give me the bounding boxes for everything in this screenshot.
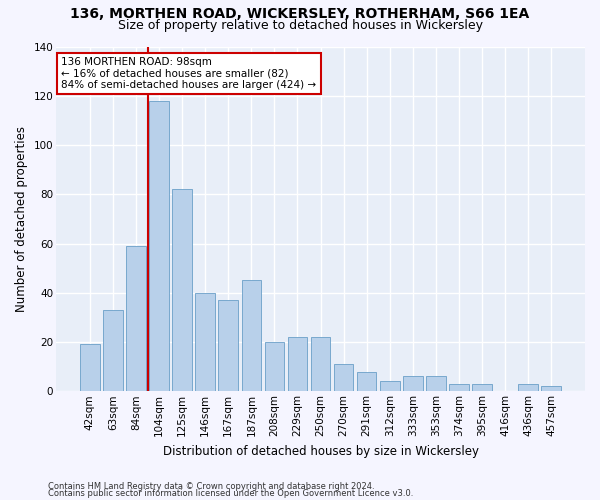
Text: Size of property relative to detached houses in Wickersley: Size of property relative to detached ho… bbox=[118, 19, 482, 32]
Bar bbox=[334, 364, 353, 392]
Bar bbox=[472, 384, 492, 392]
Bar bbox=[242, 280, 261, 392]
Y-axis label: Number of detached properties: Number of detached properties bbox=[15, 126, 28, 312]
Bar bbox=[541, 386, 561, 392]
Bar bbox=[126, 246, 146, 392]
Bar bbox=[426, 376, 446, 392]
Bar bbox=[518, 384, 538, 392]
Bar bbox=[103, 310, 123, 392]
Bar bbox=[403, 376, 422, 392]
Bar bbox=[380, 382, 400, 392]
Bar bbox=[265, 342, 284, 392]
Bar bbox=[80, 344, 100, 392]
Bar bbox=[311, 337, 331, 392]
Text: 136 MORTHEN ROAD: 98sqm
← 16% of detached houses are smaller (82)
84% of semi-de: 136 MORTHEN ROAD: 98sqm ← 16% of detache… bbox=[61, 57, 316, 90]
Bar bbox=[218, 300, 238, 392]
Bar bbox=[149, 100, 169, 392]
Text: 136, MORTHEN ROAD, WICKERSLEY, ROTHERHAM, S66 1EA: 136, MORTHEN ROAD, WICKERSLEY, ROTHERHAM… bbox=[70, 8, 530, 22]
X-axis label: Distribution of detached houses by size in Wickersley: Distribution of detached houses by size … bbox=[163, 444, 479, 458]
Bar bbox=[357, 372, 376, 392]
Bar bbox=[449, 384, 469, 392]
Bar bbox=[196, 293, 215, 392]
Text: Contains public sector information licensed under the Open Government Licence v3: Contains public sector information licen… bbox=[48, 490, 413, 498]
Bar bbox=[287, 337, 307, 392]
Text: Contains HM Land Registry data © Crown copyright and database right 2024.: Contains HM Land Registry data © Crown c… bbox=[48, 482, 374, 491]
Bar bbox=[172, 190, 192, 392]
